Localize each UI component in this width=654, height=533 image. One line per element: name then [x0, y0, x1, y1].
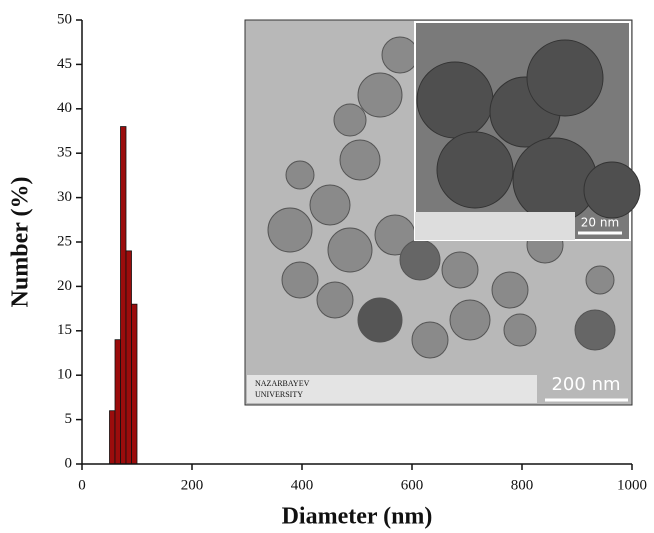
bar [115, 340, 121, 464]
bar [126, 251, 132, 464]
logo-text: UNIVERSITY [255, 390, 303, 399]
y-tick-label: 45 [57, 56, 72, 72]
y-tick-label: 5 [65, 411, 73, 427]
page: 20 nm NAZARBAYEV UNIVERSITY 200 nm Diame… [0, 0, 654, 533]
inset-info-bar [415, 212, 575, 240]
y-tick-label: 25 [57, 233, 72, 249]
x-tick-label: 400 [291, 477, 314, 493]
logo-text: NAZARBAYEV [255, 379, 310, 388]
y-tick-label: 10 [57, 367, 72, 383]
bar [121, 127, 127, 464]
bar [110, 411, 116, 464]
scale-label: 200 nm [551, 374, 620, 395]
x-tick-label: 200 [181, 477, 204, 493]
y-tick-label: 20 [57, 278, 72, 294]
x-tick-label: 0 [78, 477, 86, 493]
y-tick-label: 0 [65, 455, 73, 471]
inset-scale-label: 20 nm [581, 216, 619, 230]
y-tick-label: 35 [57, 145, 72, 161]
tem-image: 20 nm NAZARBAYEV UNIVERSITY 200 nm [245, 20, 640, 405]
y-tick-label: 30 [57, 189, 72, 205]
chart: 20 nm NAZARBAYEV UNIVERSITY 200 nm Diame… [0, 0, 654, 533]
y-tick-label: 50 [57, 11, 72, 27]
bar [132, 304, 138, 464]
y-tick-label: 40 [57, 100, 72, 116]
x-tick-label: 1000 [617, 477, 647, 493]
y-tick-label: 15 [57, 322, 72, 338]
x-axis-label: Diameter (nm) [282, 504, 433, 530]
x-tick-label: 800 [511, 477, 534, 493]
x-tick-label: 600 [401, 477, 424, 493]
y-axis-label: Number (%) [8, 177, 34, 308]
